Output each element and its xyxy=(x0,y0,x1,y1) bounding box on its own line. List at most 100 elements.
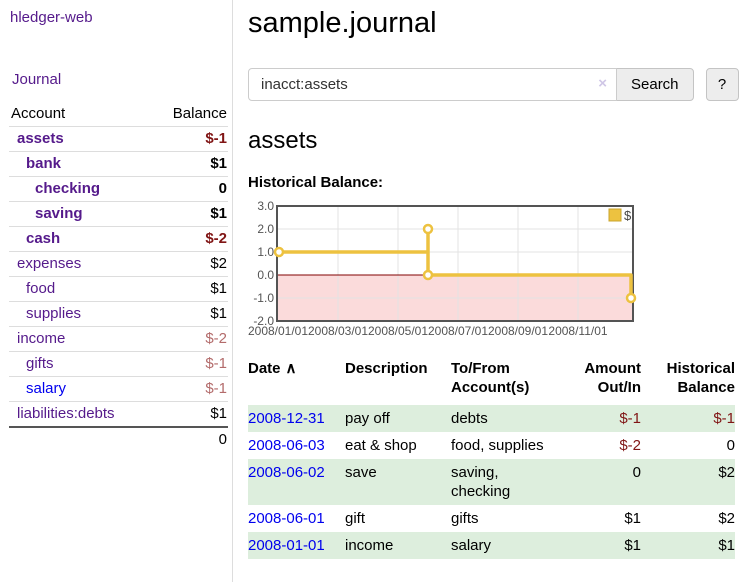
account-row-saving: saving $1 xyxy=(9,201,228,227)
account-row-income: income $-2 xyxy=(9,326,228,352)
x-tick: 2008/11/01 xyxy=(548,324,608,338)
chart-label: Historical Balance: xyxy=(248,174,384,191)
account-row-bank: bank $1 xyxy=(9,151,228,177)
transaction-row: 2008-06-01 gift gifts $1 $2 xyxy=(248,505,735,532)
y-tick: 2.0 xyxy=(257,222,274,236)
search-box: × xyxy=(248,68,617,101)
account-row-gifts: gifts $-1 xyxy=(9,351,228,377)
x-tick: 2008/07/01 xyxy=(427,324,489,338)
txn-balance: 0 xyxy=(726,437,735,454)
account-link-gifts[interactable]: gifts xyxy=(26,355,54,372)
transaction-row: 2008-01-01 income salary $1 $1 xyxy=(248,532,735,559)
transactions-header-row: Date ∧ Description To/From Account(s) Amo… xyxy=(248,359,735,405)
txn-amount: $1 xyxy=(565,532,641,559)
col-date-label: Date xyxy=(248,360,281,377)
accounts-total-row: 0 xyxy=(9,426,228,452)
txn-amount: $-2 xyxy=(619,437,641,454)
search-button[interactable]: Search xyxy=(616,68,694,101)
account-link-checking[interactable]: checking xyxy=(35,180,101,197)
col-amount: Amount Out/In xyxy=(584,360,641,396)
account-balance: $1 xyxy=(151,201,228,227)
search-input[interactable] xyxy=(248,68,617,101)
transaction-row: 2008-06-02 save saving, checking 0 $2 xyxy=(248,459,735,505)
account-link-expenses[interactable]: expenses xyxy=(17,255,82,272)
sidebar: hledger-web Journal Account Balance asse… xyxy=(0,0,233,582)
help-button[interactable]: ? xyxy=(705,68,739,101)
transaction-row: 2008-06-03 eat & shop food, supplies $-2… xyxy=(248,432,735,459)
legend-swatch xyxy=(608,208,622,222)
account-link-cash[interactable]: cash xyxy=(26,230,61,247)
account-row-food: food $1 xyxy=(9,276,228,302)
col-description: Description xyxy=(345,360,428,377)
transaction-row: 2008-12-31 pay off debts $-1 $-1 xyxy=(248,405,735,432)
txn-date-link[interactable]: 2008-06-01 xyxy=(248,510,325,527)
account-link-saving[interactable]: saving xyxy=(35,205,83,222)
txn-amount: 0 xyxy=(565,459,641,505)
clear-search-icon[interactable]: × xyxy=(598,75,607,92)
accounts-table: Account Balance assets $-1 bank $1 check… xyxy=(9,102,228,452)
col-account: To/From Account(s) xyxy=(451,360,530,396)
y-tick: 3.0 xyxy=(257,199,274,213)
account-balance: $-1 xyxy=(151,351,228,377)
account-row-cash: cash $-2 xyxy=(9,226,228,252)
accounts-total-value: 0 xyxy=(151,426,228,452)
x-tick: 2008/05/01 xyxy=(367,324,429,338)
txn-account: food, supplies xyxy=(451,437,544,454)
account-link-income[interactable]: income xyxy=(17,330,66,347)
txn-description: gift xyxy=(345,510,366,527)
txn-balance: $2 xyxy=(718,510,735,527)
account-link-liabilities-debts[interactable]: liabilities:debts xyxy=(17,405,115,422)
txn-account: salary xyxy=(451,532,565,559)
chart-plot: $ xyxy=(273,205,637,322)
x-tick: 2008/01/01 xyxy=(247,324,309,338)
account-balance: $1 xyxy=(151,301,228,327)
col-date[interactable]: Date ∧ xyxy=(248,359,345,405)
txn-balance: $2 xyxy=(641,459,735,505)
txn-date-link[interactable]: 2008-06-03 xyxy=(248,437,325,454)
balance-series-line xyxy=(279,227,633,298)
txn-amount: $1 xyxy=(624,510,641,527)
app-title-link[interactable]: hledger-web xyxy=(10,9,93,26)
account-link-food[interactable]: food xyxy=(26,280,56,297)
account-row-assets: assets $-1 xyxy=(9,126,228,152)
account-balance: $-1 xyxy=(151,376,228,402)
account-link-bank[interactable]: bank xyxy=(26,155,62,172)
account-balance: $-1 xyxy=(151,126,228,152)
plot-border xyxy=(276,205,634,322)
x-tick: 2008/03/01 xyxy=(307,324,369,338)
txn-description: eat & shop xyxy=(345,437,417,454)
data-point-markers xyxy=(273,223,637,304)
sidebar-item-journal[interactable]: Journal xyxy=(12,71,62,88)
sort-asc-icon: ∧ xyxy=(285,360,297,377)
account-page-title: assets xyxy=(248,127,318,154)
txn-amount: $-1 xyxy=(565,405,641,432)
accounts-col-balance: Balance xyxy=(172,105,227,122)
txn-balance: $1 xyxy=(641,532,735,559)
main-content: sample.journal × Search ? assets Histori… xyxy=(248,0,742,559)
account-balance: $-2 xyxy=(151,326,228,352)
account-row-checking: checking 0 xyxy=(9,176,228,202)
txn-date-link[interactable]: 2008-06-02 xyxy=(248,464,325,481)
y-tick: 0.0 xyxy=(257,268,274,282)
account-balance: 0 xyxy=(151,176,228,202)
txn-description: pay off xyxy=(345,405,451,432)
txn-account: saving, checking xyxy=(451,459,565,505)
account-balance: $2 xyxy=(151,251,228,277)
account-row-salary: salary $-1 xyxy=(9,376,228,402)
txn-date-link[interactable]: 2008-12-31 xyxy=(248,410,325,427)
account-link-supplies[interactable]: supplies xyxy=(26,305,82,322)
txn-description: income xyxy=(345,532,451,559)
legend-label: $ xyxy=(624,208,632,223)
account-link-salary[interactable]: salary xyxy=(26,380,67,397)
y-tick: 1.0 xyxy=(257,245,274,259)
x-tick: 2008/09/01 xyxy=(487,324,549,338)
txn-account: gifts xyxy=(451,510,479,527)
historical-balance-chart: 3.0 2.0 1.0 0.0 -1.0 -2.0 xyxy=(248,199,708,342)
account-link-assets[interactable]: assets xyxy=(17,130,64,147)
y-tick: -1.0 xyxy=(253,291,274,305)
account-balance: $1 xyxy=(151,276,228,302)
txn-balance: $-1 xyxy=(641,405,735,432)
accounts-table-header: Account Balance xyxy=(9,102,228,127)
search-form: × Search ? xyxy=(248,68,742,102)
txn-date-link[interactable]: 2008-01-01 xyxy=(248,537,325,554)
